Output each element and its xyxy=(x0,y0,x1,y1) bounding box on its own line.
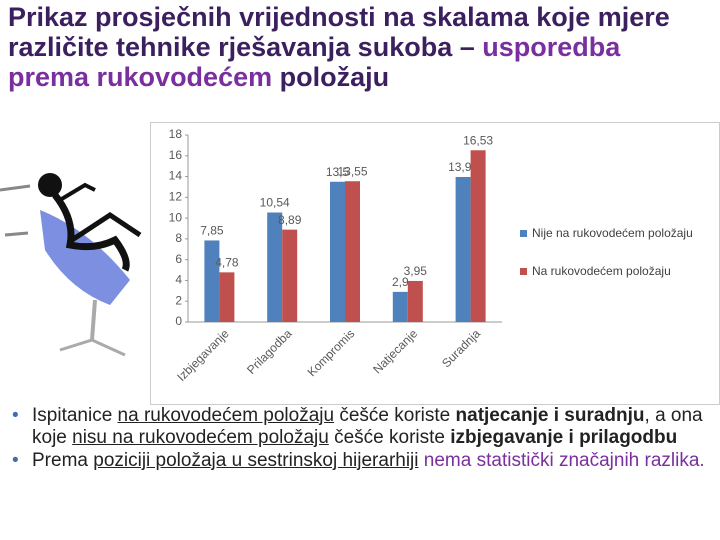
y-tick-label: 12 xyxy=(169,190,183,204)
y-tick-label: 8 xyxy=(175,231,182,245)
bullet-dot: • xyxy=(12,405,19,426)
bullet-run: natjecanje i suradnju xyxy=(455,405,645,426)
y-tick-label: 4 xyxy=(175,273,182,287)
legend-label: Na rukovodećem položaju xyxy=(532,264,671,278)
value-label: 13,5 xyxy=(326,165,350,179)
bar xyxy=(455,176,471,322)
bullet-list: • Ispitanice na rukovodećem položaju češć… xyxy=(10,405,710,473)
y-tick-label: 0 xyxy=(175,314,182,328)
legend-entry: Nije na rukovodećem položaju xyxy=(520,226,697,241)
value-label: 3,95 xyxy=(404,264,428,278)
bar xyxy=(470,150,486,322)
title-part: usporedba prema rukovodećem xyxy=(8,32,621,92)
bullet: • Ispitanice na rukovodećem položaju češć… xyxy=(10,405,710,449)
bullet-run: poziciji položaja u sestrinskoj hijerarh… xyxy=(93,450,419,471)
bullet-run: nema statistički značajnih razlika. xyxy=(423,450,705,471)
bullet-run: češće koriste xyxy=(328,427,451,448)
value-label: 4,78 xyxy=(215,256,239,270)
legend-label: Nije na rukovodećem položaju xyxy=(532,226,693,240)
y-tick-label: 18 xyxy=(169,127,183,141)
title-part: Prikaz prosječnih vrijednosti na skalama… xyxy=(8,2,670,62)
bullet-run: nisu na rukovodećem položaju xyxy=(72,427,329,448)
bullet-run: na rukovodećem položaju xyxy=(117,405,335,426)
bullet-dot: • xyxy=(12,450,19,471)
bullet-run: izbjegavanje i prilagodbu xyxy=(450,427,678,448)
bullet-run: Ispitanice xyxy=(32,405,118,426)
title-part: položaju xyxy=(272,62,390,92)
chart-box: 0 2 4 6 8 10 12 14 16 18 Izbjegavanje 7,85 4,78 Prila… xyxy=(150,122,720,410)
bar xyxy=(407,280,423,322)
legend-entry: Na rukovodećem položaju xyxy=(520,264,697,279)
bar xyxy=(282,229,298,322)
bar xyxy=(330,181,345,322)
value-label: 7,85 xyxy=(200,224,224,238)
chart: 024681012141618Izbjegavanje7,854,78Prila… xyxy=(150,122,720,405)
bullet-run: Prema xyxy=(32,450,94,471)
value-label: 16,53 xyxy=(463,133,493,147)
bar xyxy=(204,240,220,322)
legend-swatch xyxy=(520,230,527,237)
bar xyxy=(267,212,283,322)
value-label: 10,54 xyxy=(260,196,290,210)
y-tick-label: 16 xyxy=(169,148,183,162)
value-label: 8,89 xyxy=(278,213,302,227)
value-label: 13,55 xyxy=(337,164,367,178)
y-tick-label: 14 xyxy=(169,169,183,183)
bar xyxy=(392,291,408,322)
bullet-run: , a ona koje xyxy=(32,405,703,448)
bullet-run: češće koriste xyxy=(334,405,456,426)
y-tick-label: 2 xyxy=(175,293,182,307)
bar xyxy=(345,181,360,322)
value-label: 2,9 xyxy=(392,275,409,289)
legend-swatch xyxy=(520,268,527,275)
bullet: • Prema poziciji položaja u sestrinskoj h… xyxy=(10,450,710,472)
y-tick-label: 10 xyxy=(169,210,183,224)
y-tick-label: 6 xyxy=(175,252,182,266)
bar xyxy=(219,272,235,322)
slide-title: Prikaz prosječnih vrijednosti na skalama… xyxy=(8,2,698,92)
figure-illustration xyxy=(0,173,142,357)
chart-frame xyxy=(150,122,720,405)
